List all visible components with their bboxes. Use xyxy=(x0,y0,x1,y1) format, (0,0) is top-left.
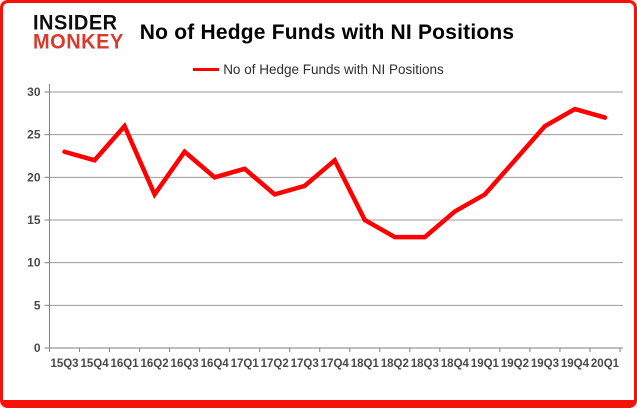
x-axis-label: 17Q1 xyxy=(231,358,260,370)
x-axis-label: 18Q2 xyxy=(381,358,409,370)
x-axis-label: 16Q1 xyxy=(110,358,139,370)
x-axis-label: 16Q2 xyxy=(141,358,169,370)
y-axis-label: 25 xyxy=(27,128,41,142)
x-axis-label: 18Q1 xyxy=(351,358,380,370)
legend-line-swatch xyxy=(193,67,220,71)
y-axis-label: 0 xyxy=(34,341,41,355)
y-axis-label: 30 xyxy=(27,85,41,99)
x-axis-label: 19Q4 xyxy=(561,358,590,370)
x-axis-label: 19Q2 xyxy=(501,358,529,370)
x-axis-label: 19Q3 xyxy=(531,358,559,370)
logo-text-monkey: MONKEY xyxy=(33,30,124,54)
x-axis-label: 17Q4 xyxy=(321,358,350,370)
y-axis-label: 20 xyxy=(27,170,41,184)
y-axis-label: 5 xyxy=(34,298,41,312)
x-axis-label: 16Q3 xyxy=(171,358,199,370)
x-axis-label: 18Q3 xyxy=(411,358,439,370)
header: INSIDER MONKEY No of Hedge Funds with NI… xyxy=(3,3,634,52)
chart-title: No of Hedge Funds with NI Positions xyxy=(139,21,515,44)
x-axis-label: 15Q3 xyxy=(50,358,78,370)
chart-legend: No of Hedge Funds with NI Positions xyxy=(3,61,634,77)
x-axis-label: 16Q4 xyxy=(201,358,230,370)
logo-text-insider: INSIDER xyxy=(33,11,118,35)
y-axis-label: 10 xyxy=(27,256,41,270)
y-axis-label: 15 xyxy=(27,213,41,227)
x-axis-label: 19Q1 xyxy=(471,358,500,370)
x-axis-label: 18Q4 xyxy=(441,358,470,370)
x-axis-label: 20Q1 xyxy=(591,358,620,370)
legend-label: No of Hedge Funds with NI Positions xyxy=(223,61,444,77)
x-axis-label: 17Q2 xyxy=(261,358,289,370)
x-axis-label: 17Q3 xyxy=(291,358,319,370)
line-chart-plot: 0 5 10 15 20 25 30 15Q3 15Q4 16Q1 16Q2 16Q3 16Q4 17Q1… xyxy=(27,84,623,370)
data-series-line xyxy=(62,106,608,240)
insider-monkey-logo: INSIDER MONKEY xyxy=(33,11,124,54)
x-axis-label: 15Q4 xyxy=(80,358,109,370)
